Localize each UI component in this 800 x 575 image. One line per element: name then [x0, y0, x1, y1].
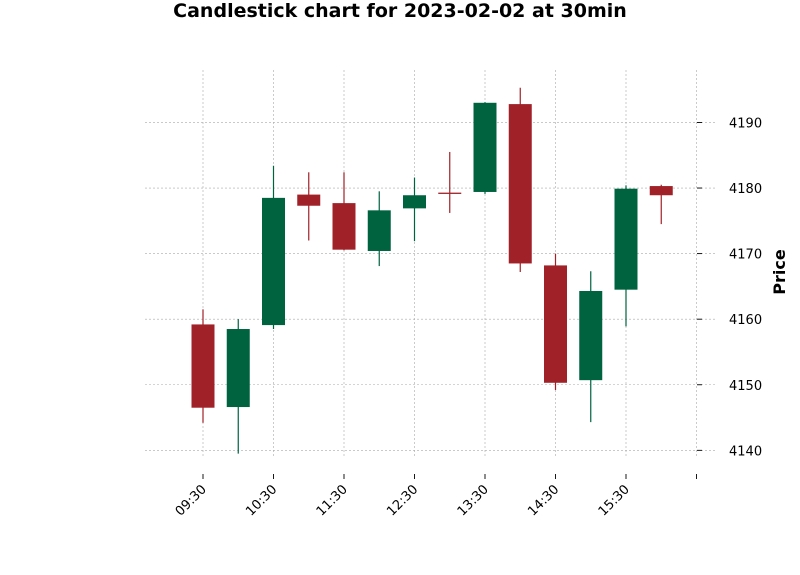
- candle-body: [226, 329, 250, 408]
- x-tick-label: 15:30: [596, 482, 633, 519]
- candle-body: [191, 324, 215, 408]
- candle-body: [614, 188, 638, 290]
- candle-body: [544, 265, 567, 383]
- candle-body: [262, 197, 285, 326]
- candle: [226, 319, 250, 454]
- candle-body: [649, 186, 673, 196]
- candle: [508, 87, 532, 272]
- candle-body: [367, 210, 391, 251]
- candle-body: [473, 102, 497, 192]
- candle-body: [297, 194, 321, 206]
- candle: [473, 102, 497, 194]
- candle: [191, 309, 215, 423]
- candle: [297, 172, 321, 241]
- candle-body: [579, 290, 603, 381]
- y-tick-label: 4140: [729, 444, 762, 459]
- candles-layer: [191, 87, 673, 454]
- y-tick-label: 4150: [729, 379, 762, 394]
- candle: [579, 271, 603, 423]
- candle: [403, 177, 426, 242]
- x-tick-label: 11:30: [314, 482, 351, 519]
- x-tick-label: 14:30: [525, 482, 562, 519]
- candle: [262, 165, 285, 330]
- axis-layer: 4140 4150 4160 4170 4180 4190 09:30 10:30 11:30 1…: [173, 116, 762, 519]
- candle-body: [403, 195, 426, 209]
- x-tick-label: 10:30: [243, 482, 280, 519]
- x-tick-label: 09:30: [173, 482, 210, 519]
- y-tick-label: 4190: [729, 116, 762, 131]
- x-tick-label: 12:30: [384, 482, 421, 519]
- candle: [438, 151, 462, 213]
- candle: [614, 185, 638, 327]
- grid-layer: [145, 70, 715, 458]
- y-axis-label: Price: [770, 249, 789, 295]
- candle-body: [438, 192, 462, 194]
- candle-body: [508, 104, 532, 264]
- candle: [649, 184, 673, 225]
- x-tick-label: 13:30: [455, 482, 492, 519]
- y-tick-label: 4180: [729, 182, 762, 197]
- y-tick-label: 4170: [729, 248, 762, 263]
- candle-body: [332, 203, 356, 250]
- chart-title: Candlestick chart for 2023-02-02 at 30mi…: [173, 0, 627, 22]
- candle: [332, 172, 356, 251]
- candle: [544, 253, 567, 390]
- y-tick-label: 4160: [729, 313, 762, 328]
- candle: [367, 191, 391, 267]
